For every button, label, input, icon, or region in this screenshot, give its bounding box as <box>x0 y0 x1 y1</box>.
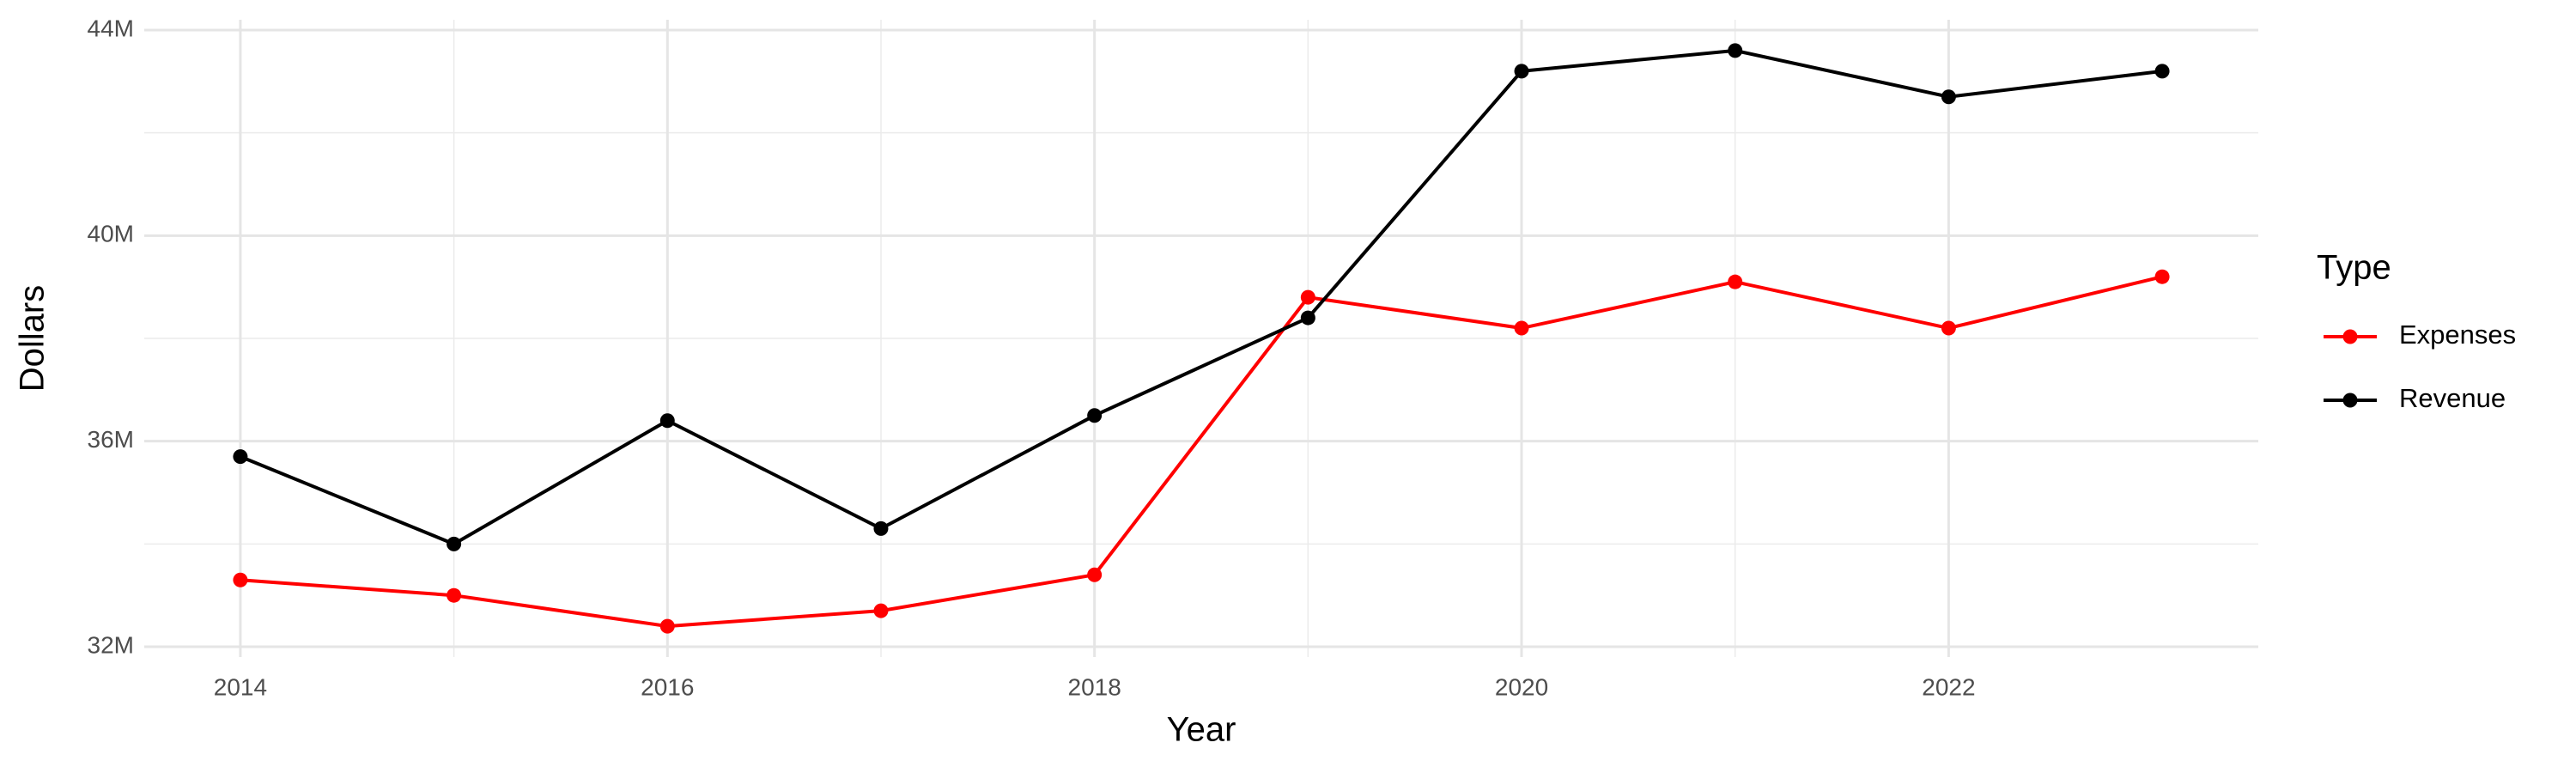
y-tick-label: 32M <box>88 631 134 658</box>
data-point <box>659 618 675 634</box>
y-tick-label: 40M <box>88 221 134 247</box>
data-point <box>447 536 462 551</box>
x-tick-label: 2022 <box>1922 673 1975 700</box>
data-point <box>1514 320 1529 336</box>
data-point <box>2154 269 2170 284</box>
data-point <box>233 572 248 587</box>
data-point <box>1300 310 1315 326</box>
data-point <box>1514 64 1529 79</box>
data-point <box>1941 89 1956 105</box>
x-tick-label: 2020 <box>1495 673 1548 700</box>
legend-label: Expenses <box>2399 320 2516 350</box>
y-axis-title: Dollars <box>14 285 52 392</box>
legend-label: Revenue <box>2399 383 2506 413</box>
data-point <box>1087 408 1103 423</box>
data-point <box>2154 64 2170 79</box>
x-tick-label: 2018 <box>1068 673 1121 700</box>
data-point <box>1300 289 1315 305</box>
data-point <box>233 449 248 465</box>
y-tick-label: 36M <box>88 426 134 453</box>
x-tick-label: 2014 <box>214 673 267 700</box>
data-point <box>1087 567 1103 582</box>
data-point <box>1728 274 1743 289</box>
legend-title: Type <box>2317 249 2391 287</box>
data-point <box>873 520 889 536</box>
x-tick-label: 2016 <box>641 673 694 700</box>
legend-marker <box>2342 393 2358 408</box>
data-point <box>1728 43 1743 58</box>
x-axis-title: Year <box>1167 711 1236 749</box>
data-point <box>1941 320 1956 336</box>
data-point <box>873 603 889 618</box>
series-line <box>240 48 2163 546</box>
data-point <box>447 587 462 603</box>
series-line <box>240 275 2163 629</box>
legend-marker <box>2342 329 2358 344</box>
y-tick-label: 44M <box>88 15 134 41</box>
data-point <box>659 413 675 429</box>
